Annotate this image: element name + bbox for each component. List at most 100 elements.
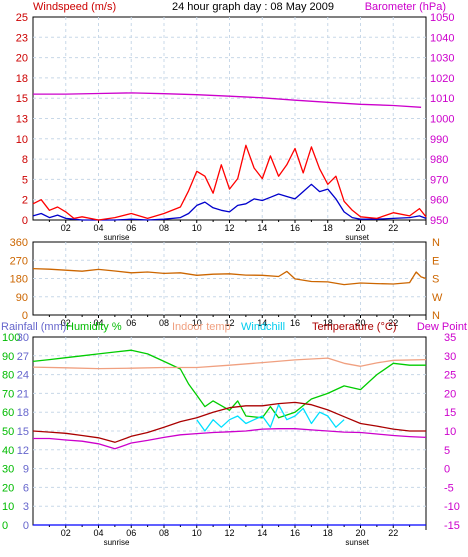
y-tick-label: 990 <box>430 134 448 146</box>
direction-panel-x-ticks: 02 04 06 08 10 12 14 16 18 20 22 <box>48 315 427 328</box>
y-tick-label: E <box>432 255 439 267</box>
wind-panel-grid <box>33 17 426 220</box>
y-tick-label: 27 <box>17 351 29 363</box>
y-tick-label: 1020 <box>430 73 454 85</box>
y-tick-label: 9 <box>23 464 29 476</box>
barometer-axis-ticks: 950 960 970 980 990 1000 1010 1020 1030 1040 1050 <box>430 12 454 227</box>
y-tick-label: 10 <box>2 501 14 513</box>
climate-panel-series <box>32 349 427 526</box>
y-tick-label: 10 <box>444 426 456 438</box>
y-tick-label: 25 <box>444 370 456 382</box>
rainfall-axis-label: Rainfall (mm) <box>1 321 66 333</box>
y-tick-label: 2 <box>22 195 28 207</box>
gust-line <box>32 144 427 221</box>
y-tick-label: -5 <box>444 482 454 494</box>
y-tick-label: 18 <box>16 73 28 85</box>
y-tick-label: 90 <box>2 351 14 363</box>
y-tick-label: 70 <box>2 388 14 400</box>
x-tick-label: 14 <box>257 223 267 233</box>
y-tick-label: 0 <box>2 520 8 532</box>
x-tick-label: 12 <box>224 318 234 328</box>
y-tick-label: 960 <box>430 195 448 207</box>
y-tick-label: 1010 <box>430 93 454 105</box>
y-tick-label: N <box>432 310 440 322</box>
windchill-line <box>196 404 345 432</box>
x-tick-label: 08 <box>159 318 169 328</box>
humidity-axis-label: Humidity % <box>66 321 122 333</box>
indoor-temp-line <box>32 357 427 370</box>
x-tick-label: 20 <box>355 318 365 328</box>
y-tick-label: 180 <box>10 274 28 286</box>
y-tick-label: 1050 <box>430 12 454 24</box>
x-tick-label: 02 <box>61 223 71 233</box>
direction-panel-series <box>32 267 427 286</box>
x-tick-label: 18 <box>323 528 333 538</box>
y-tick-label: 30 <box>444 351 456 363</box>
x-tick-label: 14 <box>257 318 267 328</box>
y-tick-label: 35 <box>444 332 456 344</box>
wind-panel-series <box>32 92 427 221</box>
wind-panel-x-ticks: 02 04 06 08 10 12 14 16 18 20 22 <box>48 220 427 233</box>
y-tick-label: 15 <box>16 93 28 105</box>
y-tick-label: 21 <box>17 388 29 400</box>
y-tick-label: 1030 <box>430 53 454 65</box>
x-tick-label: 06 <box>126 318 136 328</box>
x-tick-label: 08 <box>159 528 169 538</box>
y-tick-label: 80 <box>2 370 14 382</box>
sunset-label: sunset <box>345 233 369 242</box>
x-tick-label: 10 <box>192 528 202 538</box>
y-tick-label: 12 <box>17 445 29 457</box>
y-tick-label: 30 <box>17 332 29 344</box>
x-tick-label: 16 <box>290 223 300 233</box>
y-tick-label: 20 <box>16 53 28 65</box>
humidity-line <box>32 349 426 419</box>
y-tick-label: S <box>432 274 439 286</box>
temperature-line <box>32 401 426 443</box>
y-tick-label: 360 <box>10 237 28 249</box>
y-tick-label: 30 <box>2 464 14 476</box>
y-tick-label: 60 <box>2 407 14 419</box>
x-tick-label: 18 <box>323 223 333 233</box>
x-tick-label: 14 <box>257 528 267 538</box>
y-tick-label: 50 <box>2 426 14 438</box>
x-tick-label: 10 <box>192 223 202 233</box>
sunset-label: sunset <box>345 538 369 547</box>
y-tick-label: 13 <box>16 114 28 126</box>
temperature-axis-label: Temperature (°C) <box>312 321 396 333</box>
y-tick-label: 5 <box>22 174 28 186</box>
humidity-axis-ticks: 0 10 20 30 40 50 60 70 80 90 100 <box>2 332 20 532</box>
windspeed-line <box>32 183 427 221</box>
y-tick-label: 1040 <box>430 32 454 44</box>
y-tick-label: N <box>432 237 440 249</box>
barometer-line <box>33 92 422 108</box>
direction-degree-ticks: 0 90 180 270 360 <box>10 237 28 322</box>
y-tick-label: 15 <box>444 407 456 419</box>
wind-direction-line <box>32 267 427 286</box>
direction-panel-grid <box>33 242 426 315</box>
y-tick-label: 1000 <box>430 114 454 126</box>
y-tick-label: -10 <box>444 501 460 513</box>
x-tick-label: 22 <box>388 223 398 233</box>
x-tick-label: 18 <box>323 318 333 328</box>
windspeed-axis-label: Windspeed (m/s) <box>33 1 116 13</box>
indoor-temp-legend: Indoor temp <box>172 321 231 333</box>
x-tick-label: 02 <box>61 318 71 328</box>
y-tick-label: 950 <box>430 215 448 227</box>
x-tick-label: 06 <box>126 528 136 538</box>
rainfall-axis-ticks: 0 3 6 9 12 15 18 21 24 27 30 <box>17 332 29 532</box>
dew-point-line <box>33 428 427 450</box>
dew-point-legend: Dew Point <box>417 321 467 333</box>
y-tick-label: 5 <box>444 445 450 457</box>
y-tick-label: 970 <box>430 174 448 186</box>
x-tick-label: 06 <box>126 223 136 233</box>
y-tick-label: 15 <box>17 426 29 438</box>
y-tick-label: 270 <box>10 255 28 267</box>
x-tick-label: 04 <box>93 528 103 538</box>
y-tick-label: 980 <box>430 154 448 166</box>
y-tick-label: W <box>432 292 443 304</box>
y-tick-label: 10 <box>16 134 28 146</box>
x-tick-label: 04 <box>93 223 103 233</box>
y-tick-label: -15 <box>444 520 460 532</box>
